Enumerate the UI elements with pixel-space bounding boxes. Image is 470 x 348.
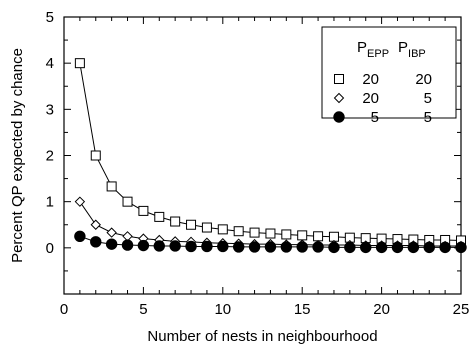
x-tick-label: 10 <box>214 301 231 318</box>
data-point-square-open <box>265 228 276 239</box>
y-tick-label: 3 <box>46 101 54 118</box>
data-point-square-open <box>170 216 181 227</box>
legend-value-epp: 20 <box>362 90 379 107</box>
y-tick-label: 1 <box>46 194 54 211</box>
data-point-circle-filled <box>455 241 467 254</box>
x-axis-label: Number of nests in neighbourhood <box>147 328 377 345</box>
data-point-circle-filled <box>312 241 324 253</box>
series-markers <box>74 58 467 254</box>
data-point-circle-filled <box>201 240 213 253</box>
data-point-diamond-open <box>74 196 86 207</box>
data-point-square-open <box>249 227 260 238</box>
data-point-square-open <box>90 150 101 161</box>
x-tick-label: 5 <box>139 301 147 318</box>
data-point-circle-filled <box>185 240 197 253</box>
data-point-circle-filled <box>360 241 372 254</box>
data-point-circle-filled <box>375 241 388 254</box>
data-point-circle-filled <box>217 240 229 253</box>
data-point-circle-filled <box>153 240 165 252</box>
data-point-circle-filled <box>248 241 261 253</box>
legend-value-ibp: 5 <box>424 109 432 126</box>
ticks: 0 5 10 15 20 25 0 1 2 3 4 5 <box>46 9 470 318</box>
legend-marker-square-open <box>334 74 344 84</box>
data-point-circle-filled <box>296 241 308 253</box>
legend-marker-diamond-open <box>333 92 345 104</box>
data-point-square-open <box>217 224 228 235</box>
data-point-square-open <box>74 58 85 69</box>
legend-value-ibp: 5 <box>424 90 432 107</box>
y-axis-label: Percent QP expected by chance <box>9 48 26 263</box>
legend-value-epp: 5 <box>371 109 379 126</box>
data-point-square-open <box>233 226 244 237</box>
data-point-circle-filled <box>137 239 150 252</box>
data-point-square-open <box>186 219 197 230</box>
data-point-square-open <box>201 222 212 233</box>
data-point-circle-filled <box>169 240 181 252</box>
data-point-circle-filled <box>391 241 404 254</box>
y-tick-label: 5 <box>46 9 54 26</box>
x-tick-label: 15 <box>294 301 311 318</box>
data-point-circle-filled <box>105 238 118 250</box>
legend-value-ibp: 20 <box>415 71 432 88</box>
data-point-circle-filled <box>423 241 435 254</box>
data-point-circle-filled <box>264 241 277 253</box>
data-point-circle-filled <box>74 230 86 242</box>
data-point-circle-filled <box>407 241 420 254</box>
legend-marker-circle-filled <box>333 111 345 123</box>
data-point-square-open <box>122 196 133 207</box>
data-point-square-open <box>281 229 292 240</box>
data-point-square-open <box>138 205 149 216</box>
legend-box <box>321 26 457 119</box>
x-tick-label: 20 <box>373 301 390 318</box>
data-point-square-open <box>154 211 165 222</box>
data-point-square-open <box>313 231 324 242</box>
y-tick-label: 4 <box>46 55 54 72</box>
data-point-square-open <box>297 230 308 241</box>
data-point-diamond-open <box>90 219 101 230</box>
legend-value-epp: 20 <box>362 71 379 88</box>
data-point-circle-filled <box>90 236 102 248</box>
y-tick-label: 2 <box>46 148 54 165</box>
data-point-circle-filled <box>344 241 356 254</box>
x-tick-label: 25 <box>453 301 470 318</box>
data-point-circle-filled <box>121 239 134 251</box>
data-point-circle-filled <box>232 241 245 253</box>
data-point-diamond-open <box>106 227 117 238</box>
data-point-circle-filled <box>328 241 340 254</box>
data-point-square-open <box>106 181 117 192</box>
x-tick-label: 0 <box>60 301 68 318</box>
data-point-circle-filled <box>280 241 293 253</box>
data-point-circle-filled <box>439 241 451 254</box>
y-tick-label: 0 <box>46 240 54 257</box>
